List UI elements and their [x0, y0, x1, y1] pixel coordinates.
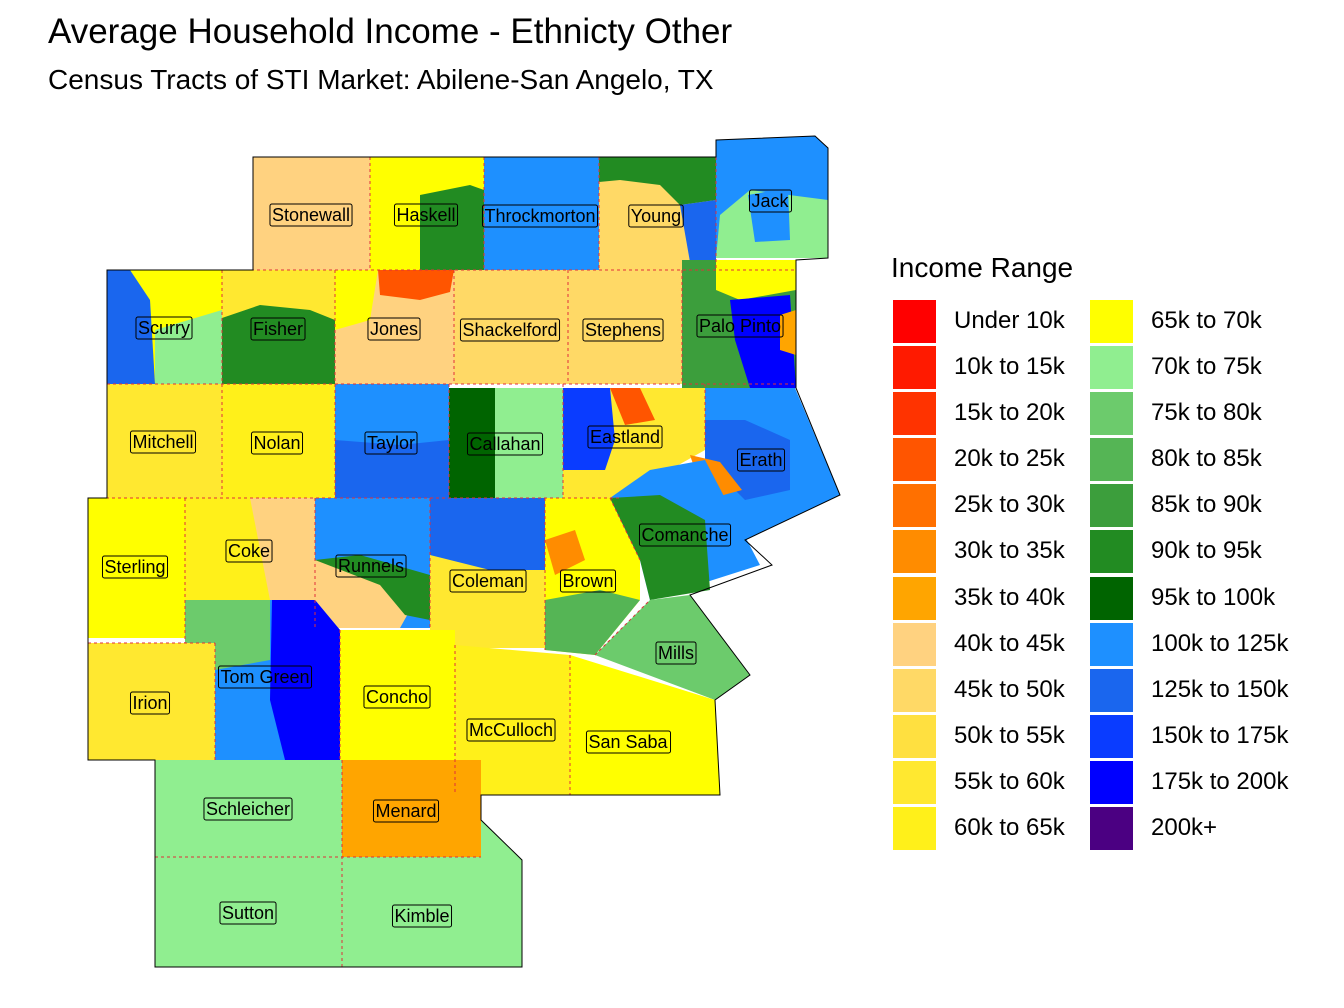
legend-title: Income Range	[891, 252, 1074, 283]
legend-label: 55k to 60k	[954, 767, 1065, 795]
tract-haskell-green	[420, 185, 484, 270]
county-irion	[88, 643, 215, 760]
legend-label: 45k to 50k	[954, 675, 1065, 703]
tract-callahan-darkgreen	[449, 388, 495, 498]
legend-label: Under 10k	[954, 307, 1065, 334]
tract-tomgreen-darkblue	[270, 600, 340, 760]
tract-eastland-orange	[610, 388, 655, 425]
tract-coleman-blue	[430, 498, 545, 570]
legend-label: 30k to 35k	[954, 537, 1065, 565]
county-kimble	[342, 820, 522, 967]
tract-jack-blue	[748, 188, 790, 242]
legend-label: 50k to 55k	[954, 721, 1065, 749]
legend-label: 75k to 80k	[1151, 399, 1262, 427]
legend-swatch	[893, 622, 936, 666]
legend-label: 150k to 175k	[1151, 721, 1289, 749]
tract-tomgreen-green	[185, 600, 270, 670]
legend-swatch	[1090, 714, 1133, 758]
legend-swatch	[1090, 484, 1133, 528]
legend-swatch	[893, 484, 936, 528]
market-outline	[87, 135, 841, 968]
legend-label: 25k to 30k	[954, 491, 1065, 519]
legend-swatch	[893, 438, 936, 482]
tract-jones-orange	[378, 270, 454, 300]
legend-label: 65k to 70k	[1151, 307, 1262, 334]
legend-swatch	[893, 576, 936, 620]
tract-eastland-blue	[563, 388, 615, 470]
legend-swatch	[1090, 622, 1133, 666]
county-sutton	[155, 857, 342, 967]
county-fills	[88, 136, 840, 967]
legend-label: 200k+	[1151, 814, 1218, 842]
choropleth-map	[87, 135, 841, 968]
tract-jones-yellow	[335, 270, 378, 330]
legend-swatch	[1090, 576, 1133, 620]
county-schleicher	[155, 760, 342, 857]
legend-swatch	[893, 300, 936, 343]
tract-young-blue	[680, 200, 716, 262]
legend-swatch	[893, 346, 936, 390]
county-stephens	[568, 270, 682, 384]
legend-label: 85k to 90k	[1151, 491, 1262, 519]
legend-swatch	[893, 807, 936, 851]
tract-taylor-blue	[335, 384, 449, 445]
legend-swatch	[1090, 392, 1133, 436]
tract-brown-orange	[545, 530, 585, 575]
legend-swatch	[1090, 760, 1133, 804]
legend-swatch	[1090, 530, 1133, 574]
legend-swatch	[1090, 300, 1133, 343]
tract-comanche-green	[610, 495, 710, 600]
tract-scurry-blue	[107, 270, 155, 384]
legend-label: 10k to 15k	[954, 353, 1065, 381]
legend-swatch	[893, 714, 936, 758]
map-title: Average Household Income - Ethnicty Othe…	[48, 12, 733, 51]
county-stonewall	[253, 157, 370, 270]
county-shackelford	[454, 270, 568, 384]
legend-label: 40k to 45k	[954, 629, 1065, 657]
legend-swatch	[1090, 346, 1133, 390]
tract-brown-green	[545, 590, 640, 655]
legend-swatch	[893, 530, 936, 574]
map-subtitle: Census Tracts of STI Market: Abilene-San…	[48, 64, 714, 95]
county-concho	[340, 630, 455, 760]
legend-label: 95k to 100k	[1151, 583, 1276, 611]
tract-palopinto-orange	[780, 310, 796, 355]
county-mitchell	[107, 384, 222, 498]
tract-young-green	[599, 157, 716, 205]
county-nolan	[222, 384, 335, 498]
legend-label: 100k to 125k	[1151, 629, 1289, 657]
legend-label: 90k to 95k	[1151, 537, 1262, 565]
legend-swatch	[1090, 438, 1133, 482]
county-san-saba	[570, 655, 720, 795]
county-throckmorton	[484, 157, 599, 270]
legend-label: 60k to 65k	[954, 814, 1065, 842]
legend-label: 70k to 75k	[1151, 353, 1262, 381]
tract-fisher-green	[222, 305, 335, 384]
legend-label: 80k to 85k	[1151, 445, 1262, 473]
county-sterling	[88, 498, 185, 638]
legend-swatch	[1090, 668, 1133, 712]
legend-label: 20k to 25k	[954, 445, 1065, 473]
legend-label: 15k to 20k	[954, 399, 1065, 427]
legend-label: 125k to 150k	[1151, 675, 1289, 703]
legend-label: 35k to 40k	[954, 583, 1065, 611]
legend-label: 175k to 200k	[1151, 767, 1289, 795]
legend-swatch	[893, 760, 936, 804]
county-menard	[342, 760, 481, 857]
legend-swatch	[893, 392, 936, 436]
legend-swatch	[893, 668, 936, 712]
legend-swatch	[1090, 807, 1133, 851]
tract-coke-tan	[250, 498, 315, 600]
